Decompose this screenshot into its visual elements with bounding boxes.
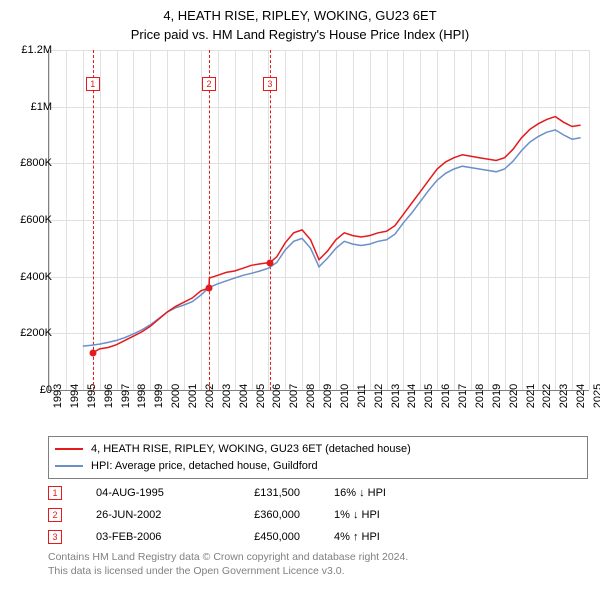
sale-row-price: £360,000 [220,509,300,521]
sale-marker-dot [89,349,96,356]
sale-row-date: 04-AUG-1995 [96,487,186,499]
series-line [93,117,581,353]
legend: 4, HEATH RISE, RIPLEY, WOKING, GU23 6ET … [48,436,588,479]
sale-row-date: 03-FEB-2006 [96,531,186,543]
y-axis-label: £800K [8,157,52,169]
x-axis-label: 2025 [592,384,600,408]
sale-row-marker: 3 [48,530,62,544]
y-axis-label: £1M [8,101,52,113]
chart-container: 4, HEATH RISE, RIPLEY, WOKING, GU23 6ET … [0,0,600,590]
y-axis-label: £600K [8,214,52,226]
sale-row-price: £131,500 [220,487,300,499]
legend-label: 4, HEATH RISE, RIPLEY, WOKING, GU23 6ET … [91,441,411,458]
sale-row-date: 26-JUN-2002 [96,509,186,521]
line-svg [49,50,589,390]
footer-line-2: This data is licensed under the Open Gov… [48,564,588,578]
sale-row-marker: 1 [48,486,62,500]
gridline-vertical [589,50,590,390]
sale-row: 1 04-AUG-1995 £131,500 16% ↓ HPI [48,482,404,504]
legend-item: HPI: Average price, detached house, Guil… [55,458,581,475]
footer-line-1: Contains HM Land Registry data © Crown c… [48,550,588,564]
legend-item: 4, HEATH RISE, RIPLEY, WOKING, GU23 6ET … [55,441,581,458]
plot-area: 1 2 3 [48,50,589,391]
sale-marker-box: 1 [86,77,100,91]
sale-marker-dot [205,285,212,292]
sale-row: 3 03-FEB-2006 £450,000 4% ↑ HPI [48,526,404,548]
y-axis-label: £1.2M [8,44,52,56]
sale-row: 2 26-JUN-2002 £360,000 1% ↓ HPI [48,504,404,526]
sale-row-marker: 2 [48,508,62,522]
chart-title-line1: 4, HEATH RISE, RIPLEY, WOKING, GU23 6ET [0,0,600,25]
sale-marker-box: 2 [202,77,216,91]
sales-table: 1 04-AUG-1995 £131,500 16% ↓ HPI 2 26-JUN-200… [48,482,404,548]
legend-swatch [55,465,83,467]
legend-label: HPI: Average price, detached house, Guil… [91,458,318,475]
sale-marker-dot [266,259,273,266]
chart-title-line2: Price paid vs. HM Land Registry's House … [0,25,600,42]
attribution-footer: Contains HM Land Registry data © Crown c… [48,550,588,578]
y-axis-label: £200K [8,327,52,339]
sale-row-price: £450,000 [220,531,300,543]
sale-row-diff: 16% ↓ HPI [334,487,404,499]
sale-row-diff: 4% ↑ HPI [334,531,404,543]
sale-row-diff: 1% ↓ HPI [334,509,404,521]
y-axis-label: £0 [8,384,52,396]
sale-marker-box: 3 [263,77,277,91]
y-axis-label: £400K [8,271,52,283]
legend-swatch [55,448,83,450]
series-line [83,130,581,346]
